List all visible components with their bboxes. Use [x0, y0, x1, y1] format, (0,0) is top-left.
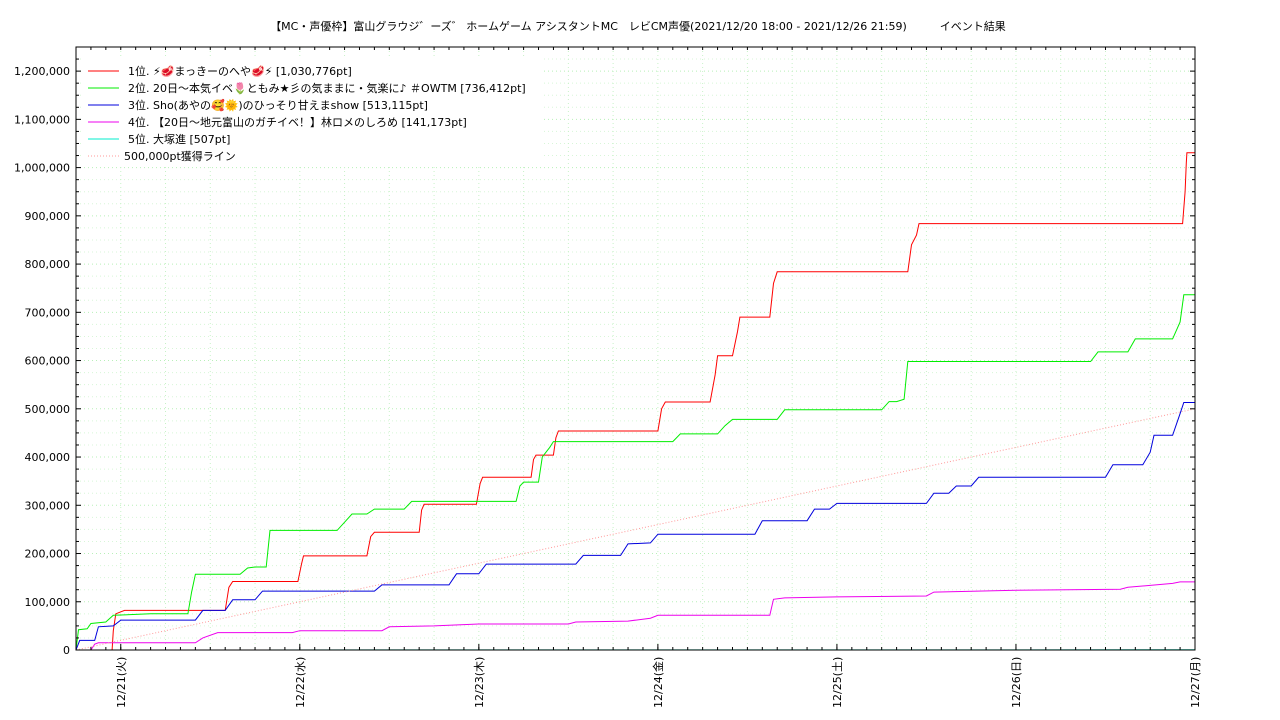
x-tick-label: 12/25(土) [831, 657, 844, 708]
y-tick-label: 100,000 [25, 596, 71, 609]
y-tick-label: 400,000 [25, 451, 71, 464]
series-line-1 [76, 152, 1195, 651]
y-tick-label: 1,200,000 [14, 65, 70, 78]
axes: 0 100,000 200,000 300,000 400,000 500,000 600,… [14, 46, 1202, 708]
y-tick-label: 1,000,000 [14, 162, 70, 175]
x-tick-label: 12/26(日) [1010, 657, 1023, 708]
legend-label-5: 5位. 大塚進 [507pt] [128, 132, 230, 146]
legend: 1位. ⚡🥩まっきーのへや🥩⚡ [1,030,776pt] 2位. 20日〜本気イ… [82, 58, 544, 164]
legend-background [82, 58, 544, 164]
x-tick-label: 12/24(金) [651, 657, 665, 708]
y-tick-label: 800,000 [25, 258, 71, 271]
x-tick-label: 12/21(火) [115, 657, 128, 708]
legend-label-2: 2位. 20日〜本気イベ🌷ともみ★彡の気ままに・気楽に♪ ＃OWTM [736,… [128, 81, 526, 95]
y-tick-label: 500,000 [25, 403, 71, 416]
legend-label-1: 1位. ⚡🥩まっきーのへや🥩⚡ [1,030,776pt] [128, 64, 352, 78]
legend-label-4: 4位. 【20日〜地元富山のガチイベ！】林ロメのしろめ [141,173pt] [128, 115, 467, 129]
x-tick-label: 12/22(水) [294, 657, 307, 708]
chart-title: 【MC・声優枠】富山グラウジ゛ーズ゛ ホームゲーム アシスタントMC レビCM声… [270, 19, 1006, 33]
y-tick-label: 700,000 [25, 306, 71, 319]
y-tick-label: 200,000 [25, 548, 71, 561]
legend-label-3: 3位. Sho(あやの🥰🌞)のひっそり甘えまshow [513,115pt] [128, 98, 428, 112]
y-tick-label: 900,000 [25, 210, 71, 223]
series-line-6 [75, 408, 1196, 651]
series-line-2 [75, 294, 1195, 651]
y-tick-label: 1,100,000 [14, 113, 70, 126]
y-tick-label: 600,000 [25, 355, 71, 368]
y-tick-label: 300,000 [25, 499, 71, 512]
y-tick-label: 0 [63, 644, 70, 657]
x-tick-label: 12/23(木) [473, 657, 486, 708]
series-line-4 [76, 581, 1195, 651]
legend-label-6: 500,000pt獲得ライン [124, 150, 236, 163]
series-line-3 [75, 402, 1195, 651]
series-lines [75, 152, 1196, 651]
x-tick-label: 12/27(月) [1189, 657, 1202, 708]
